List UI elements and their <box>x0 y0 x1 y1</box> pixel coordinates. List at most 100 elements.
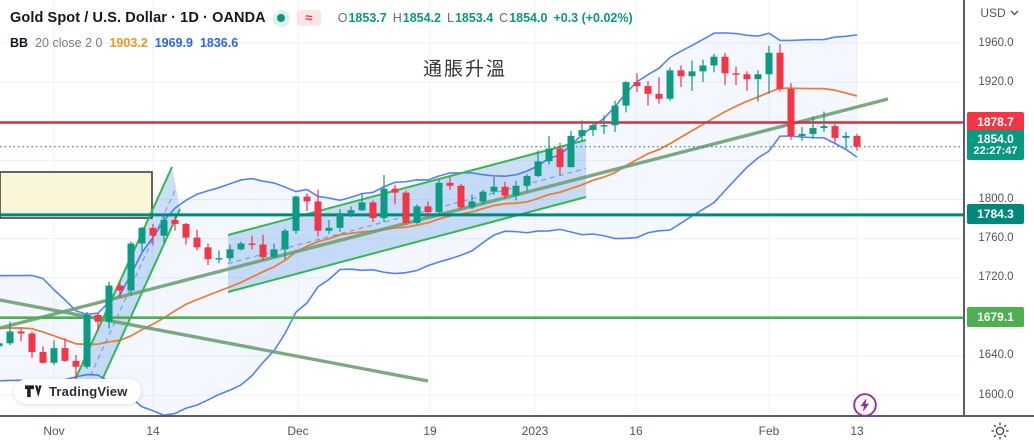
candle <box>545 148 553 162</box>
candle <box>743 74 751 80</box>
chart-pane[interactable]: Gold Spot / U.S. Dollar · 1D · OANDA ≈ O… <box>0 0 963 418</box>
candle <box>512 185 520 196</box>
candle <box>600 125 608 127</box>
candle <box>61 348 69 361</box>
candle <box>446 182 454 186</box>
rectangle-drawing[interactable] <box>0 171 153 219</box>
candle <box>666 70 674 99</box>
candle <box>820 126 828 129</box>
channel-lower-line[interactable] <box>91 208 181 403</box>
high-label: H <box>392 11 402 25</box>
lightning-marker-icon[interactable] <box>852 392 878 418</box>
candle <box>248 243 256 245</box>
price-level-badge: 1878.7 <box>967 112 1024 132</box>
bb-basis-value: 1903.2 <box>109 36 148 50</box>
price-axis-label: 1640.0 <box>978 349 1014 362</box>
candle <box>336 213 344 228</box>
time-axis[interactable]: Nov 14 Dec 19 2023 16 Feb 13 <box>0 417 963 445</box>
candle <box>556 148 564 168</box>
candle <box>688 71 696 77</box>
candle <box>402 192 410 223</box>
candle <box>633 82 641 87</box>
badge-price: 1854.0 <box>977 131 1014 146</box>
last-price-badge: 1854.0 22:27:47 <box>967 129 1024 160</box>
time-axis-label: Nov <box>43 424 65 438</box>
currency-selector[interactable]: USD <box>965 6 1034 20</box>
chevron-down-icon <box>1010 10 1019 16</box>
candle <box>622 82 630 106</box>
candle <box>138 227 146 244</box>
candle <box>0 343 3 347</box>
indicator-params: 20 close 2 0 <box>35 36 103 50</box>
candle <box>182 223 190 238</box>
candle <box>105 285 113 322</box>
channel-upper-line[interactable] <box>227 139 587 236</box>
candle <box>699 65 707 72</box>
time-axis-label: 19 <box>423 424 437 438</box>
channel-lower-line[interactable] <box>227 196 587 293</box>
candle <box>6 331 14 344</box>
currency-label: USD <box>980 6 1006 20</box>
candle <box>193 237 201 248</box>
bb-upper-value: 1969.9 <box>154 36 193 50</box>
price-axis-label: 1760.0 <box>978 232 1014 245</box>
candle <box>17 331 25 334</box>
candle <box>732 73 740 75</box>
badge-price: 1878.7 <box>977 115 1014 129</box>
candle <box>237 243 245 250</box>
chart-text-annotation[interactable]: 通脹升溫 <box>423 59 508 80</box>
candle <box>501 186 509 196</box>
candle <box>281 230 289 250</box>
time-axis-label: Dec <box>287 424 309 438</box>
time-axis-label: 16 <box>629 424 643 438</box>
price-axis[interactable]: USD 1960.0 1920.0 1800.0 1760.0 1720.0 1640.0… <box>965 0 1034 415</box>
indicator-row[interactable]: BB 20 close 2 0 1903.2 1969.9 1836.6 <box>10 36 633 50</box>
change-value: +0.3 (+0.02%) <box>553 11 633 25</box>
candle <box>413 206 421 223</box>
candle <box>578 130 586 136</box>
open-value: 1853.7 <box>348 11 387 25</box>
candle <box>380 188 388 219</box>
symbol-header-row: Gold Spot / U.S. Dollar · 1D · OANDA ≈ O… <box>10 7 633 29</box>
tradingview-logo[interactable]: TradingView <box>14 379 141 404</box>
tradingview-logo-text: TradingView <box>49 384 128 399</box>
candle <box>831 126 839 138</box>
badge-countdown: 22:27:47 <box>973 144 1018 157</box>
price-axis-label: 1800.0 <box>978 192 1014 205</box>
candle <box>270 249 278 258</box>
time-axis-label: 2023 <box>521 424 549 438</box>
candle <box>798 133 806 136</box>
candle <box>523 176 531 186</box>
display-settings-sun-icon[interactable] <box>991 422 1009 440</box>
bollinger-upper-line <box>0 32 858 316</box>
candle <box>589 125 597 131</box>
bb-lower-value: 1836.6 <box>199 36 239 50</box>
falling-trendline[interactable] <box>0 298 429 383</box>
candle <box>710 56 718 66</box>
candle <box>259 244 267 258</box>
candle <box>721 56 729 74</box>
candle <box>776 52 784 89</box>
bollinger-lower-line <box>0 135 858 415</box>
candle <box>369 202 377 219</box>
market-status-icon[interactable] <box>272 9 290 27</box>
candle <box>160 220 168 236</box>
close-label: C <box>499 11 509 25</box>
candle <box>424 206 432 213</box>
candle <box>754 74 762 80</box>
candle <box>468 201 476 208</box>
time-axis-label: Feb <box>758 424 780 438</box>
price-level-badge: 1784.3 <box>967 204 1024 225</box>
candle <box>127 243 135 291</box>
symbol-title[interactable]: Gold Spot / U.S. Dollar · 1D · OANDA <box>10 10 266 26</box>
candle <box>842 135 850 138</box>
candle <box>677 70 685 77</box>
ohlc-values: O 1853.7 H 1854.2 L 1853.4 C 1854.0 +0.3 (+0… <box>338 11 633 25</box>
candle <box>490 186 498 192</box>
approx-price-icon[interactable]: ≈ <box>296 10 321 26</box>
candle <box>72 360 80 367</box>
bollinger-fill <box>0 32 857 415</box>
axis-corner <box>965 417 1034 445</box>
candle <box>347 210 355 214</box>
high-value: 1854.2 <box>402 11 441 25</box>
